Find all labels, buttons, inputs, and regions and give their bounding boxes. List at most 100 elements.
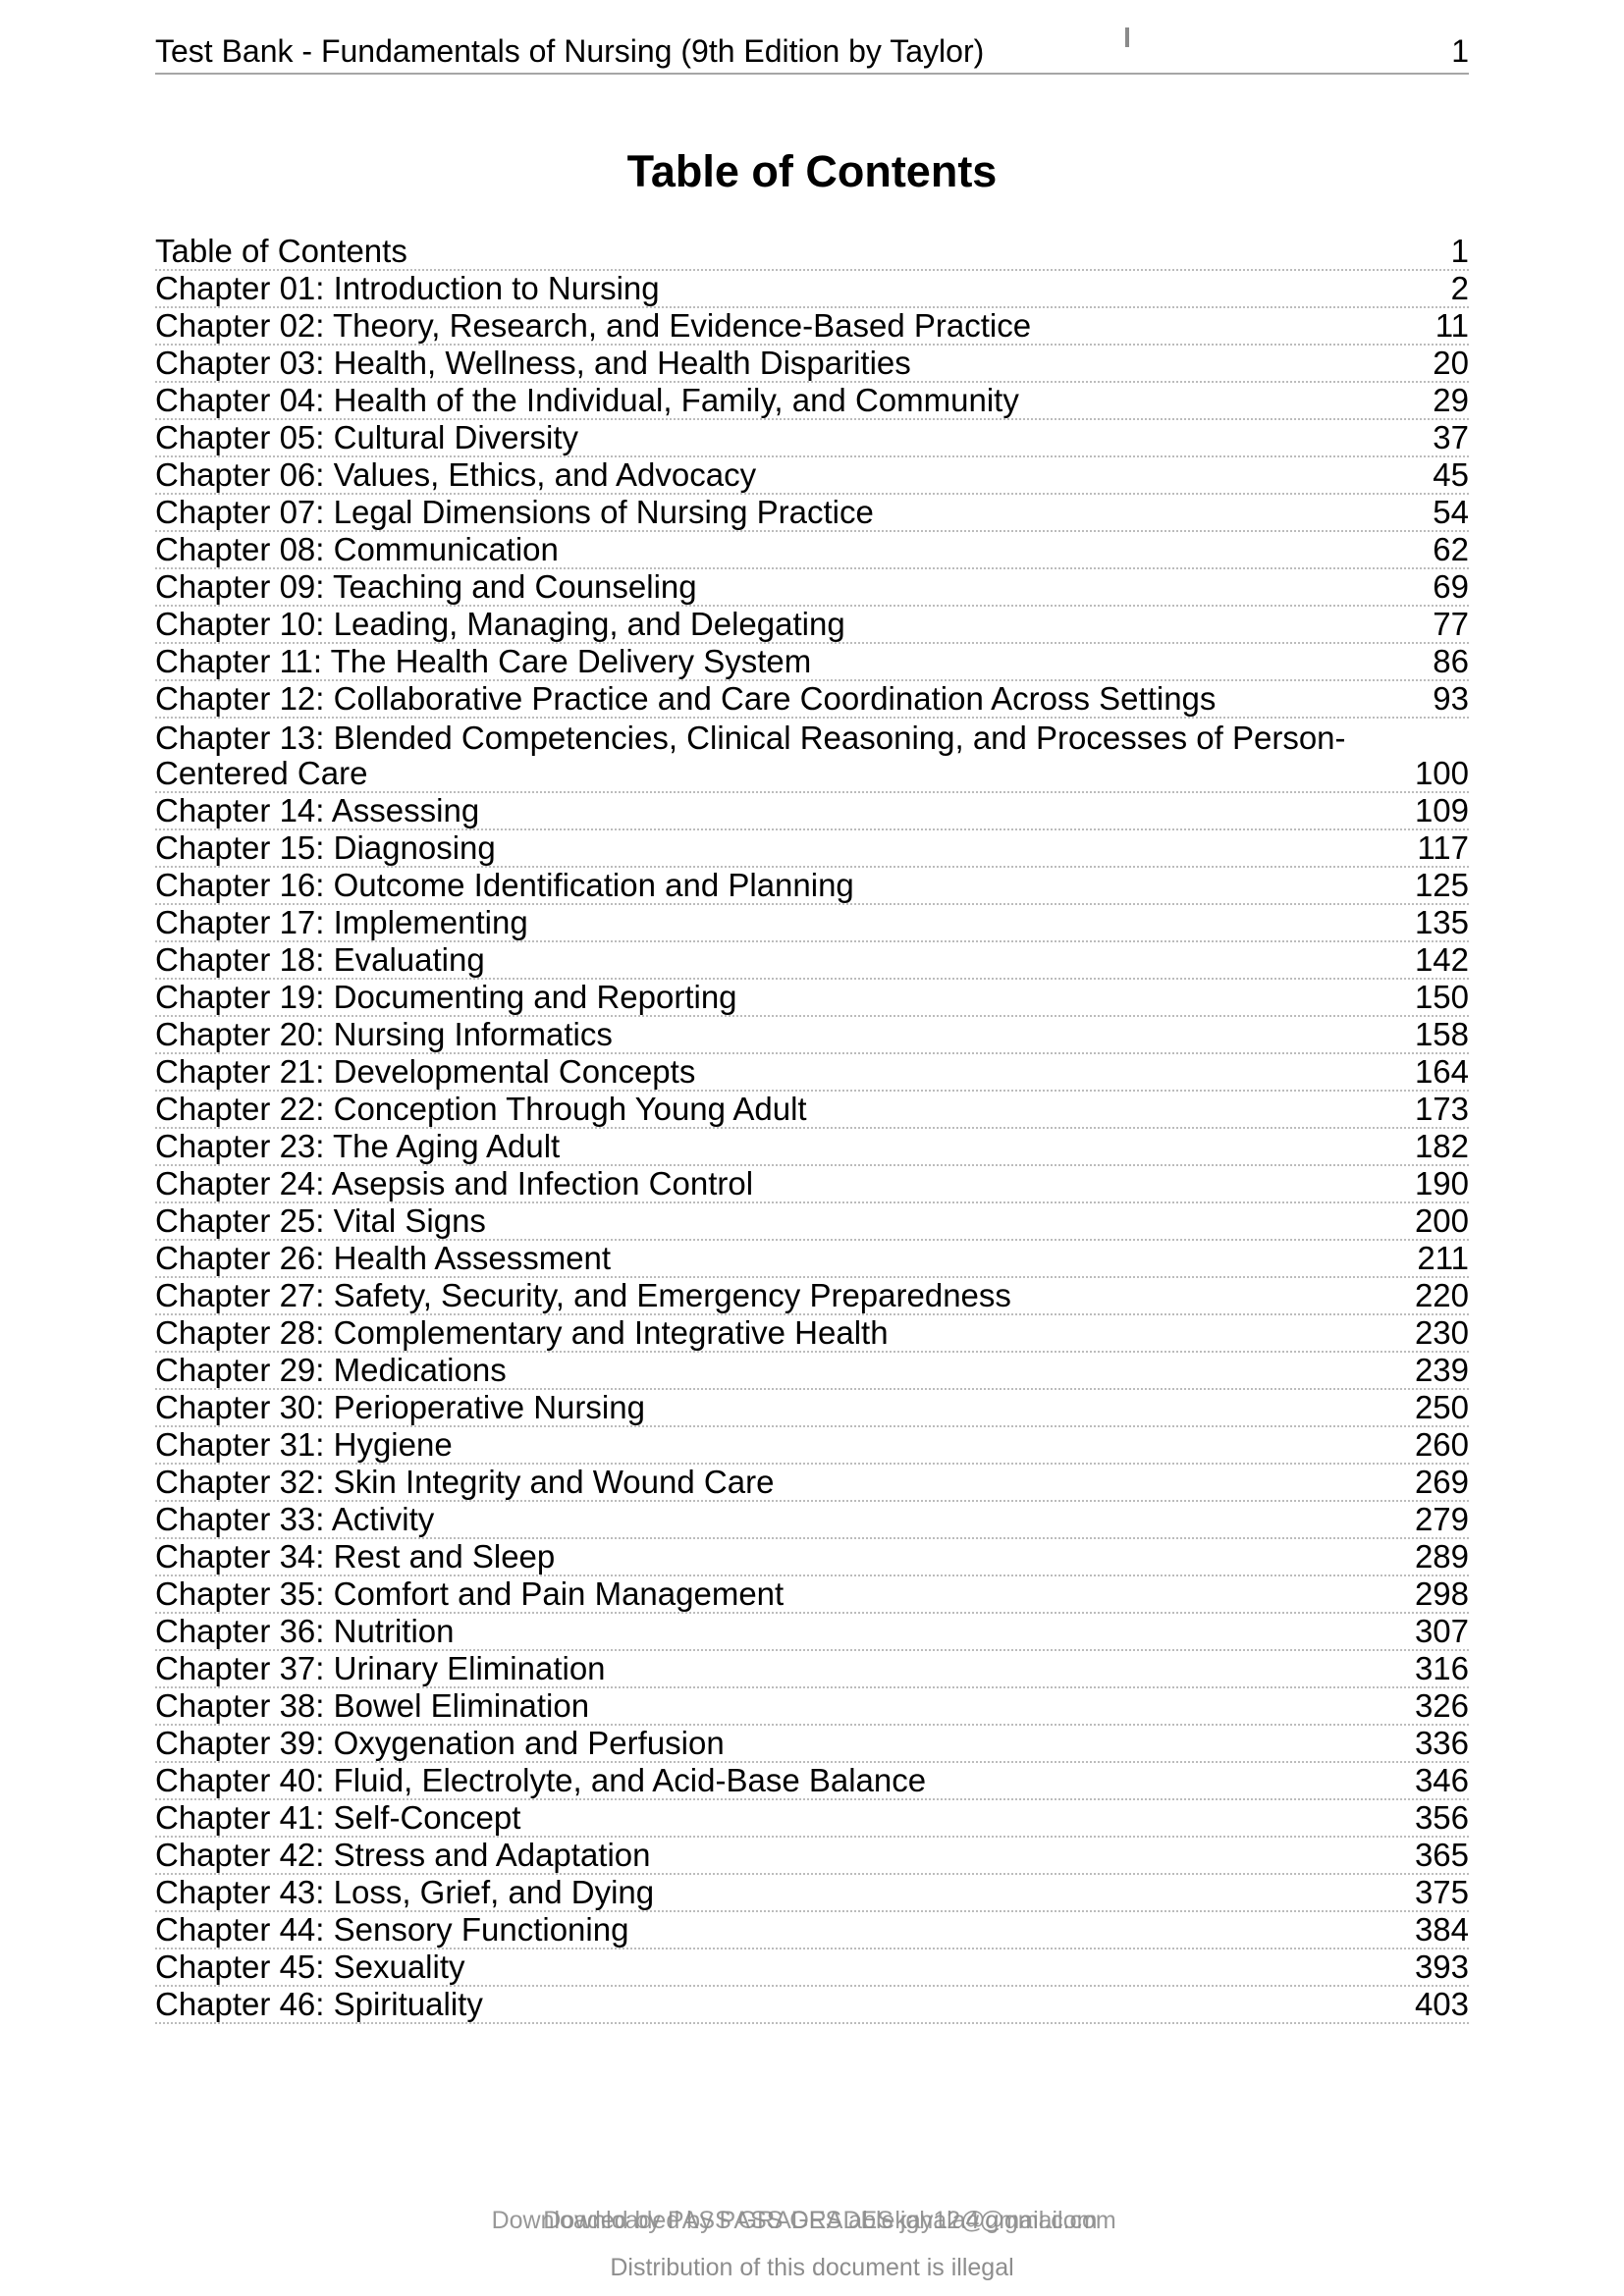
toc-entry-label: Chapter 25: Vital Signs xyxy=(155,1202,486,1239)
toc-entry-row: Chapter 29: Medications 239 xyxy=(155,1353,1469,1390)
watermark-layer-2: Downloaded by PASS GRADES jghala4@gmail.… xyxy=(543,2207,1116,2234)
toc-entry-row: Chapter 02: Theory, Research, and Eviden… xyxy=(155,308,1469,346)
toc-entry-label: Chapter 09: Teaching and Counseling xyxy=(155,568,697,605)
toc-entry-label: Chapter 38: Bowel Elimination xyxy=(155,1687,590,1724)
toc-entry-page: 100 xyxy=(1414,755,1469,791)
toc-entry-label: Chapter 17: Implementing xyxy=(155,904,528,940)
toc-entry-page: 346 xyxy=(1414,1762,1469,1798)
toc-entry-label: Chapter 28: Complementary and Integrativ… xyxy=(155,1314,889,1351)
toc-entry-row: Chapter 05: Cultural Diversity 37 xyxy=(155,420,1469,457)
toc-entry-row: Chapter 43: Loss, Grief, and Dying 375 xyxy=(155,1875,1469,1912)
footer-notice: Distribution of this document is illegal xyxy=(610,2254,1014,2281)
toc-entry-page: 307 xyxy=(1414,1613,1469,1649)
toc-entry-label: Chapter 06: Values, Ethics, and Advocacy xyxy=(155,456,757,493)
toc-entry-page: 54 xyxy=(1433,494,1469,530)
toc-entry-label: Chapter 01: Introduction to Nursing xyxy=(155,270,660,306)
toc-entry-row: Chapter 30: Perioperative Nursing 250 xyxy=(155,1390,1469,1427)
toc-entry-label: Chapter 30: Perioperative Nursing xyxy=(155,1389,645,1425)
toc-entry-row: Chapter 07: Legal Dimensions of Nursing … xyxy=(155,495,1469,532)
toc-entry-row: Chapter 20: Nursing Informatics 158 xyxy=(155,1017,1469,1054)
toc-entry-row: Chapter 39: Oxygenation and Perfusion 33… xyxy=(155,1726,1469,1763)
toc-entry-page: 2 xyxy=(1450,270,1469,306)
toc-entry-row: Chapter 11: The Health Care Delivery Sys… xyxy=(155,644,1469,681)
toc-entry-label: Chapter 23: The Aging Adult xyxy=(155,1128,561,1164)
toc-entry-label: Chapter 11: The Health Care Delivery Sys… xyxy=(155,643,812,679)
toc-entry-page: 11 xyxy=(1435,307,1469,344)
toc-entry-label: Chapter 07: Legal Dimensions of Nursing … xyxy=(155,494,874,530)
toc-entry-label: Chapter 41: Self-Concept xyxy=(155,1799,521,1836)
toc-entry-label: Chapter 21: Developmental Concepts xyxy=(155,1053,696,1090)
toc-entry-row: Chapter 04: Health of the Individual, Fa… xyxy=(155,383,1469,420)
toc-entry-page: 182 xyxy=(1414,1128,1469,1164)
toc-entry-page: 393 xyxy=(1414,1949,1469,1985)
toc-entry-row: Chapter 33: Activity 279 xyxy=(155,1502,1469,1539)
toc-entry-row: Chapter 24: Asepsis and Infection Contro… xyxy=(155,1166,1469,1203)
toc-entry-label: Chapter 34: Rest and Sleep xyxy=(155,1538,556,1575)
toc-entry-page: 230 xyxy=(1414,1314,1469,1351)
toc-list: Table of Contents 1 Chapter 01: Introduc… xyxy=(155,234,1469,2024)
toc-entry-page: 37 xyxy=(1433,419,1469,455)
toc-entry-page: 384 xyxy=(1414,1911,1469,1948)
toc-entry-row: Chapter 17: Implementing 135 xyxy=(155,905,1469,942)
toc-entry-page: 211 xyxy=(1417,1240,1469,1276)
toc-entry-page: 269 xyxy=(1414,1464,1469,1500)
toc-entry-row: Chapter 27: Safety, Security, and Emerge… xyxy=(155,1278,1469,1315)
toc-entry-page: 279 xyxy=(1414,1501,1469,1537)
toc-entry-row: Chapter 15: Diagnosing 117 xyxy=(155,830,1469,868)
toc-entry-row: Chapter 37: Urinary Elimination 316 xyxy=(155,1651,1469,1688)
toc-entry-page: 62 xyxy=(1433,531,1469,567)
toc-entry-row: Chapter 40: Fluid, Electrolyte, and Acid… xyxy=(155,1763,1469,1800)
toc-entry-row: Chapter 19: Documenting and Reporting 15… xyxy=(155,980,1469,1017)
toc-entry-page: 117 xyxy=(1417,829,1469,866)
toc-entry-page: 336 xyxy=(1414,1725,1469,1761)
toc-entry-page: 356 xyxy=(1414,1799,1469,1836)
toc-entry-label: Chapter 37: Urinary Elimination xyxy=(155,1650,606,1686)
toc-entry-row: Chapter 21: Developmental Concepts 164 xyxy=(155,1054,1469,1092)
toc-entry-page: 142 xyxy=(1414,941,1469,978)
toc-entry-page: 109 xyxy=(1414,792,1469,828)
toc-entry-row: Chapter 09: Teaching and Counseling 69 xyxy=(155,569,1469,607)
toc-entry-row: Chapter 08: Communication 62 xyxy=(155,532,1469,569)
toc-entry-row: Chapter 46: Spirituality 403 xyxy=(155,1987,1469,2024)
toc-entry-label: Chapter 02: Theory, Research, and Eviden… xyxy=(155,307,1032,344)
toc-entry-label: Chapter 22: Conception Through Young Adu… xyxy=(155,1091,807,1127)
page-title: Table of Contents xyxy=(626,146,998,196)
toc-entry-page: 326 xyxy=(1414,1687,1469,1724)
toc-entry-page: 220 xyxy=(1414,1277,1469,1313)
toc-entry-label: Table of Contents xyxy=(155,233,407,269)
toc-entry-page: 93 xyxy=(1433,680,1469,717)
toc-entry-row: Chapter 44: Sensory Functioning 384 xyxy=(155,1912,1469,1949)
toc-entry-page: 158 xyxy=(1414,1016,1469,1052)
header-page-number: 1 xyxy=(1451,33,1469,69)
toc-entry-label: Chapter 15: Diagnosing xyxy=(155,829,496,866)
header-title: Test Bank - Fundamentals of Nursing (9th… xyxy=(155,33,985,69)
toc-entry-page: 316 xyxy=(1414,1650,1469,1686)
toc-entry-page: 173 xyxy=(1414,1091,1469,1127)
toc-entry-row: Chapter 10: Leading, Managing, and Deleg… xyxy=(155,607,1469,644)
toc-entry-label: Chapter 13: Blended Competencies, Clinic… xyxy=(155,720,1346,756)
footer-watermark: Downloaded by PASS GRADES ablekay12@gmai… xyxy=(0,2207,1624,2240)
toc-entry-row: Chapter 38: Bowel Elimination 326 xyxy=(155,1688,1469,1726)
toc-entry-page: 1 xyxy=(1450,233,1469,269)
watermark-layer-1: Downloaded by PASS GRADES ablekay12@gmai… xyxy=(491,2207,1098,2234)
toc-entry-page: 20 xyxy=(1433,345,1469,381)
toc-entry-page: 125 xyxy=(1414,867,1469,903)
toc-entry-label: Chapter 35: Comfort and Pain Management xyxy=(155,1575,785,1612)
toc-entry-row: Chapter 14: Assessing 109 xyxy=(155,793,1469,830)
toc-entry-page: 250 xyxy=(1414,1389,1469,1425)
toc-entry-page: 45 xyxy=(1433,456,1469,493)
toc-entry-row: Chapter 35: Comfort and Pain Management … xyxy=(155,1576,1469,1614)
toc-entry-page: 86 xyxy=(1433,643,1469,679)
toc-entry-label: Chapter 05: Cultural Diversity xyxy=(155,419,578,455)
toc-entry-row: Chapter 16: Outcome Identification and P… xyxy=(155,868,1469,905)
toc-entry-row: Centered Care 100 xyxy=(155,756,1469,793)
toc-entry-label: Chapter 10: Leading, Managing, and Deleg… xyxy=(155,606,845,642)
toc-entry-row: Chapter 06: Values, Ethics, and Advocacy… xyxy=(155,457,1469,495)
text-cursor-mark xyxy=(1125,27,1129,47)
toc-entry-row: Chapter 23: The Aging Adult 182 xyxy=(155,1129,1469,1166)
toc-entry-page: 77 xyxy=(1433,606,1469,642)
toc-entry-page: 239 xyxy=(1414,1352,1469,1388)
toc-entry-label: Chapter 39: Oxygenation and Perfusion xyxy=(155,1725,725,1761)
toc-entry-label: Chapter 20: Nursing Informatics xyxy=(155,1016,613,1052)
toc-entry-label: Centered Care xyxy=(155,755,368,791)
